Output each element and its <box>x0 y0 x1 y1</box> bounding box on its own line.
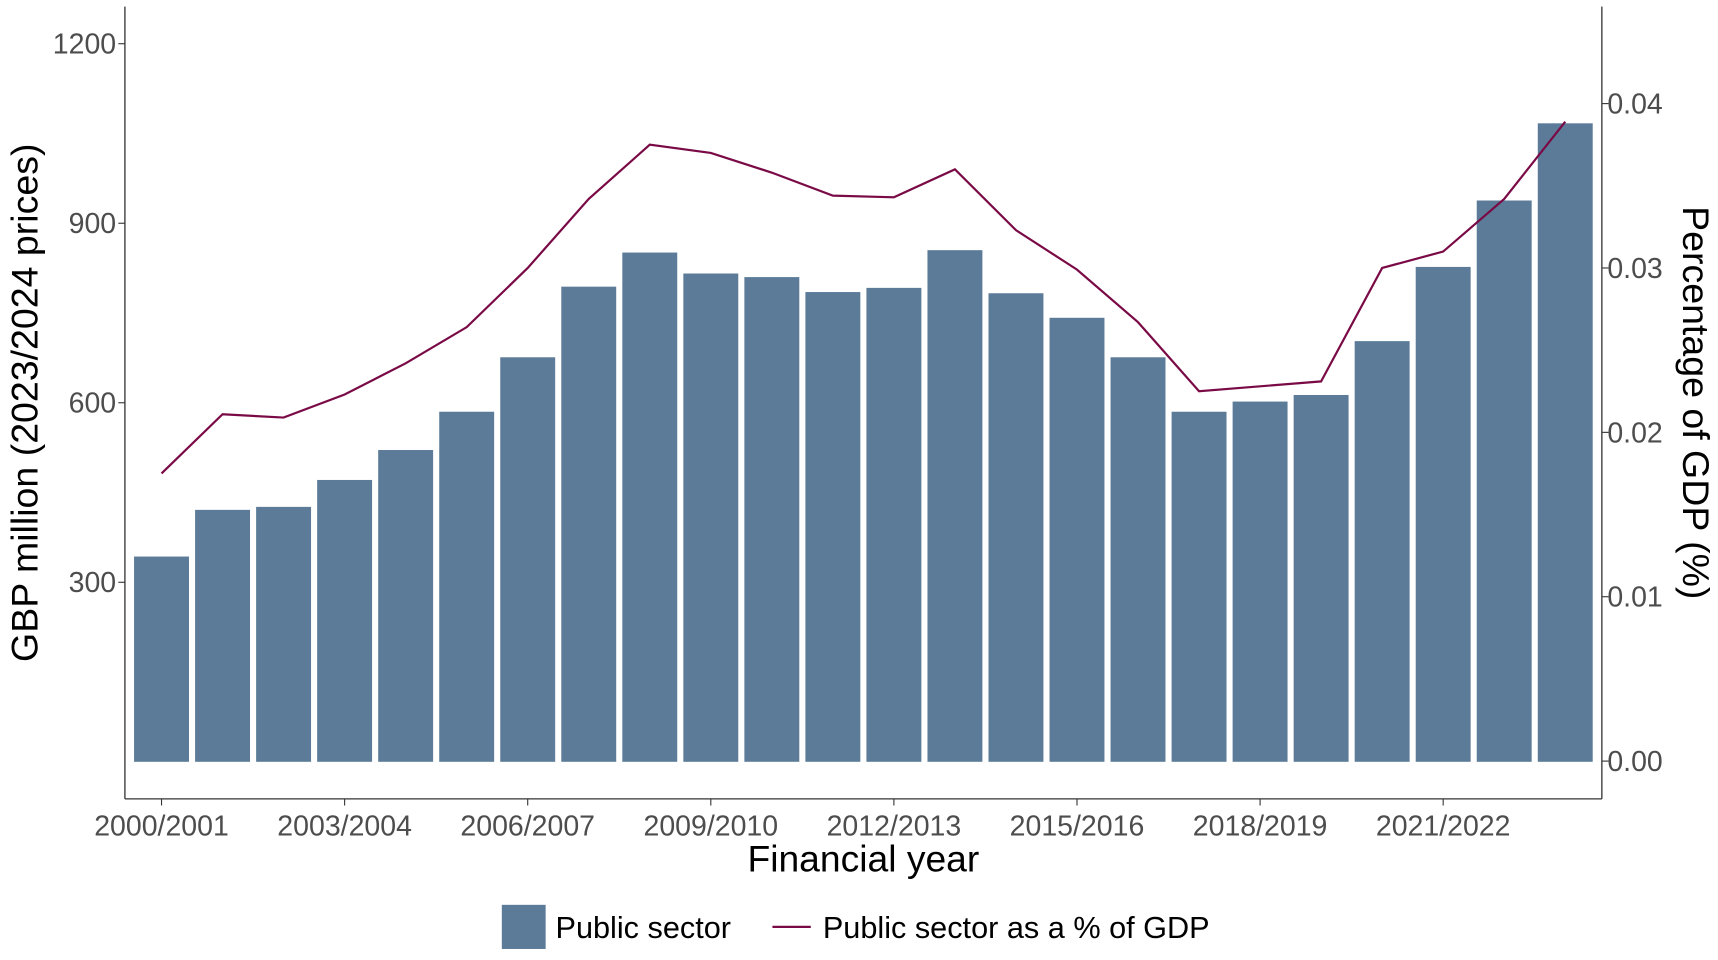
bar-2018-2019 <box>1232 401 1288 762</box>
legend-label-bar: Public sector <box>556 910 732 945</box>
bar-2016-2017 <box>1110 357 1166 762</box>
bar-2013-2014 <box>927 250 983 762</box>
bar-2003-2004 <box>317 479 373 762</box>
bar-2000-2001 <box>134 556 189 762</box>
bars <box>134 123 1593 762</box>
bar-2021-2022 <box>1415 266 1471 762</box>
bar-2023-2024 <box>1537 123 1593 762</box>
line-series <box>160 120 1567 475</box>
y2-tick-label: 0.03 <box>1607 253 1662 285</box>
x-tick-label: 2018/2019 <box>1193 810 1328 842</box>
y-tick-label: 300 <box>69 567 117 599</box>
bar-2008-2009 <box>622 252 678 762</box>
bar-2007-2008 <box>561 286 617 762</box>
y2-axis-title: Percentage of GDP (%) <box>1675 206 1717 599</box>
y-tick-label: 1200 <box>53 29 116 61</box>
x-tick-label: 2009/2010 <box>643 810 778 842</box>
y2-tick-label: 0.01 <box>1607 582 1662 614</box>
x-tick-label: 2000/2001 <box>94 810 229 842</box>
bar-2011-2012 <box>805 292 861 762</box>
y2-tick-label: 0.00 <box>1607 746 1662 778</box>
bar-2001-2002 <box>195 509 251 762</box>
bar-2002-2003 <box>256 506 312 762</box>
bar-2019-2020 <box>1293 394 1349 762</box>
bar-2009-2010 <box>683 273 739 762</box>
legend-label-line: Public sector as a % of GDP <box>823 910 1210 945</box>
x-tick-label: 2006/2007 <box>460 810 595 842</box>
bar-2015-2016 <box>1049 317 1105 762</box>
y-axis-title: GBP million (2023/2024 prices) <box>3 144 45 662</box>
x-tick-label: 2021/2022 <box>1376 810 1511 842</box>
x-tick-label: 2015/2016 <box>1010 810 1145 842</box>
bar-2006-2007 <box>500 357 556 762</box>
axes: 300 600 900 1200 0.00 0.01 0.02 0.03 0.04 2000/20… <box>53 6 1663 842</box>
y2-tick-label: 0.02 <box>1607 417 1662 449</box>
legend: Public sector Public sector as a % of GD… <box>501 904 1210 949</box>
bar-2020-2021 <box>1354 341 1410 762</box>
y-tick-label: 900 <box>69 208 117 240</box>
x-axis-title: Financial year <box>747 838 979 880</box>
legend-swatch-bar <box>501 904 546 949</box>
bar-2010-2011 <box>744 277 800 762</box>
bar-2004-2005 <box>378 450 434 762</box>
bar-2014-2015 <box>988 293 1044 762</box>
x-tick-label: 2003/2004 <box>277 810 412 842</box>
bar-2012-2013 <box>866 287 922 762</box>
line-public-sector-pct-gdp <box>160 120 1567 475</box>
y-tick-label: 600 <box>69 388 117 420</box>
bar-2005-2006 <box>439 411 495 762</box>
bar-2022-2023 <box>1476 200 1532 762</box>
bar-2017-2018 <box>1171 411 1227 762</box>
y2-tick-label: 0.04 <box>1607 88 1663 120</box>
x-tick-label: 2012/2013 <box>827 810 962 842</box>
